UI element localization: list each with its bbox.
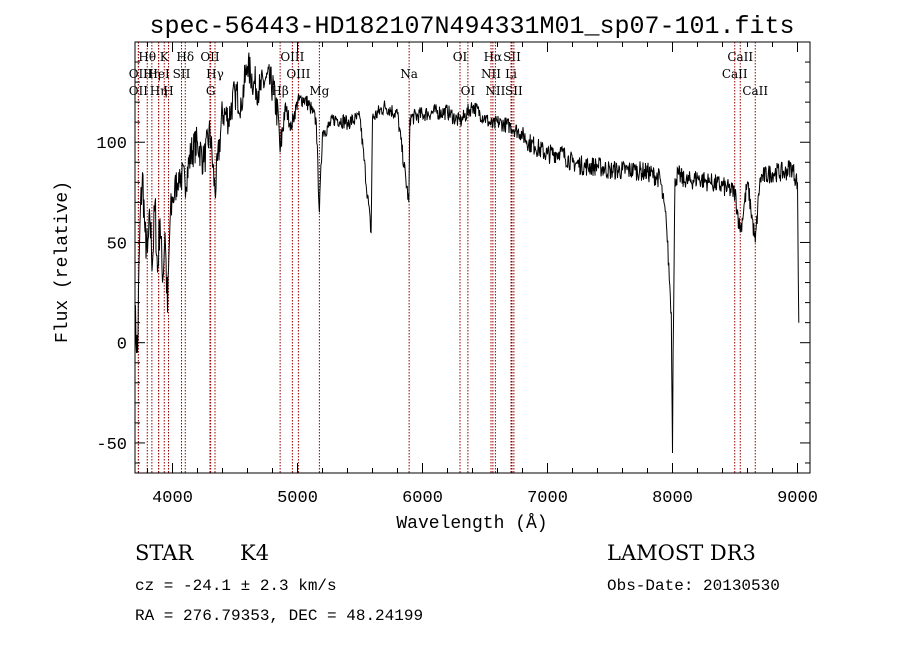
line-marker-label: Hη: [150, 84, 168, 98]
line-marker-label: Hθ: [138, 50, 156, 64]
x-tick-label: 4000: [152, 489, 193, 508]
y-tick-label: 100: [96, 135, 127, 154]
line-marker-label: SII: [173, 67, 191, 81]
line-marker-label: Li: [505, 67, 517, 81]
line-marker-label: NII: [481, 67, 501, 81]
x-tick-label: 5000: [277, 489, 318, 508]
line-marker-label: CaII: [742, 84, 768, 98]
coordinates: RA = 276.79353, DEC = 48.24199: [135, 607, 423, 625]
object-subclass: K4: [240, 541, 269, 565]
x-tick-label: 7000: [527, 489, 568, 508]
line-marker-label: Hη: [143, 67, 161, 81]
redshift-text: cz = -24.1 ± 2.3 km/s: [135, 577, 337, 595]
line-marker-label: OII: [129, 84, 149, 98]
line-marker-label: SII: [505, 84, 523, 98]
x-axis: 4000 5000 6000 7000 8000 9000: [147, 42, 818, 508]
line-marker-label: CaII: [722, 67, 748, 81]
line-marker-label: Na: [400, 67, 418, 81]
line-marker-label: OI: [461, 84, 476, 98]
y-tick-label: -50: [96, 436, 127, 455]
line-marker-label: OIII: [286, 67, 310, 81]
line-marker-label: Hα: [484, 50, 503, 64]
line-marker-label: OII: [129, 67, 149, 81]
x-tick-label: 8000: [652, 489, 693, 508]
line-marker-label: CaII: [727, 50, 753, 64]
survey-name: LAMOST DR3: [607, 541, 756, 565]
line-marker-label: G: [206, 84, 216, 98]
spectrum-line: [134, 52, 800, 454]
obs-date: Obs-Date: 20130530: [607, 577, 780, 595]
y-axis: -50 0 50 100: [96, 61, 810, 464]
line-marker-label: Hδ: [176, 50, 194, 64]
line-marker-label: K: [160, 50, 170, 64]
line-marker-label: Hγ: [206, 67, 224, 81]
object-class: STAR: [135, 541, 194, 565]
y-tick-label: 0: [117, 336, 127, 355]
line-marker-label: Mg: [309, 84, 329, 98]
line-marker-label: OIII: [280, 50, 304, 64]
x-tick-label: 9000: [777, 489, 818, 508]
x-tick-label: 6000: [402, 489, 443, 508]
chart-title: spec-56443-HD182107N494331M01_sp07-101.f…: [149, 12, 794, 41]
y-tick-label: 50: [107, 235, 127, 254]
line-marker-label: H: [163, 84, 173, 98]
line-marker-label: NII: [485, 84, 505, 98]
y-axis-label: Flux (relative): [53, 181, 73, 343]
line-marker-label: SII: [503, 50, 521, 64]
line-marker-label: OI: [453, 50, 468, 64]
line-marker-label: Hβ: [271, 84, 288, 98]
x-axis-label: Wavelength (Å): [396, 513, 547, 534]
